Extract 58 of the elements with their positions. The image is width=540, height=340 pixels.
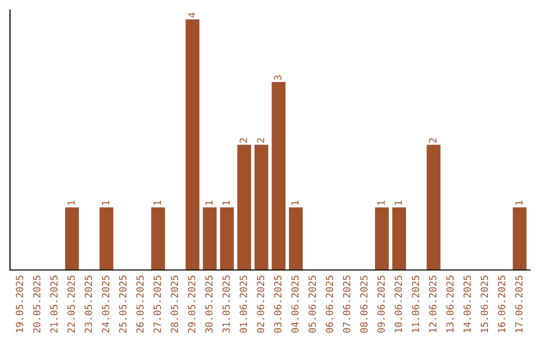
x-tick-label: 29.05.2025 [188,276,196,333]
x-tick-label: 10.06.2025 [394,276,402,332]
x-tick-label: 24.05.2025 [102,276,110,333]
x-tick-label: 05.06.2025 [308,276,316,333]
data-label: 1 [68,200,75,205]
data-label: 3 [274,76,282,80]
x-tick-label: 16.06.2025 [498,276,506,332]
x-tick-label: 26.05.2025 [136,276,144,333]
data-label: 1 [222,200,230,205]
data-label: 1 [291,200,299,205]
x-tick-label: 14.06.2025 [464,276,471,332]
bar [65,207,79,270]
bar [392,207,406,270]
bar [288,207,303,270]
x-tick-label: 31.05.2025 [222,276,230,333]
bar [272,82,286,270]
x-tick-label: 01.06.2025 [240,276,248,333]
data-label: 1 [394,200,402,205]
x-tick-label: 30.05.2025 [205,276,213,333]
data-label: 1 [378,200,385,205]
x-tick-label: 12.06.2025 [429,276,436,332]
x-tick-label: 09.06.2025 [377,276,385,333]
bar [512,207,527,270]
x-tick-label: 03.06.2025 [274,276,282,333]
x-tick-label: 06.06.2025 [326,276,334,333]
bar [237,144,252,270]
x-tick-label: 28.05.2025 [170,276,178,333]
x-tick-label: 17.06.2025 [515,276,523,332]
x-tick-label: 07.06.2025 [342,276,350,333]
bar [220,207,234,270]
x-tick-label: 02.06.2025 [256,276,264,333]
bar [202,207,217,270]
x-tick-label: 15.06.2025 [480,276,488,332]
bar [254,144,268,270]
data-label: 4 [188,12,196,18]
bar [151,207,165,270]
data-label: 1 [102,200,110,205]
bar [100,207,114,270]
bar [375,207,389,270]
x-tick-label: 20.05.2025 [33,276,40,333]
x-tick-label: 04.06.2025 [291,276,299,333]
x-tick-label: 08.06.2025 [360,276,368,333]
data-label: 2 [429,138,436,143]
x-tick-label: 27.05.2025 [154,276,161,333]
x-tick-label: 21.05.2025 [50,276,58,333]
x-tick-label: 23.05.2025 [84,276,92,333]
bar [186,19,200,270]
data-label: 1 [205,200,212,205]
bar [426,144,440,270]
data-label: 2 [240,138,247,143]
x-tick-label: 25.05.2025 [119,276,126,333]
data-label: 1 [515,200,522,205]
x-tick-label: 13.06.2025 [446,276,454,332]
x-tick-label: 22.05.2025 [67,276,75,333]
data-label: 2 [256,138,264,143]
x-tick-label: 19.05.2025 [16,276,24,332]
x-tick-label: 11.06.2025 [412,276,420,332]
data-label: 1 [154,200,161,205]
